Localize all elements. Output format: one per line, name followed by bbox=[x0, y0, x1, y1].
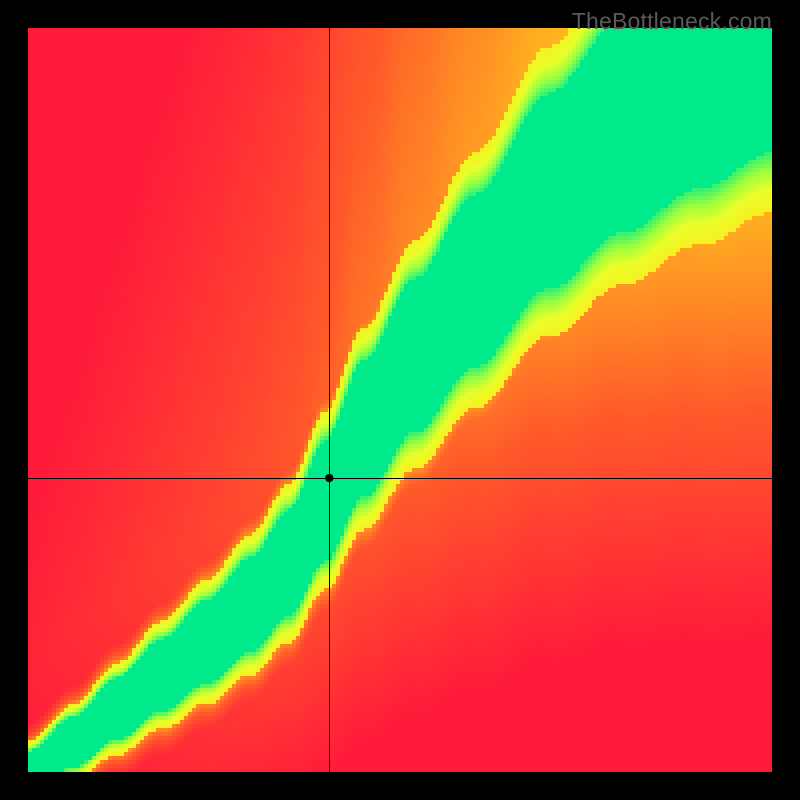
chart-container: TheBottleneck.com bbox=[0, 0, 800, 800]
watermark-text: TheBottleneck.com bbox=[572, 8, 772, 35]
heatmap-canvas bbox=[0, 0, 800, 800]
